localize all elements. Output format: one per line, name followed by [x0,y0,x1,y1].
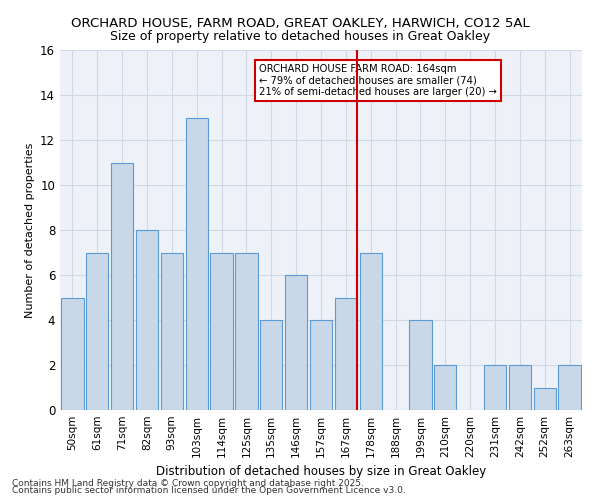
X-axis label: Distribution of detached houses by size in Great Oakley: Distribution of detached houses by size … [156,466,486,478]
Bar [559,365,581,410]
Text: ORCHARD HOUSE FARM ROAD: 164sqm
← 79% of detached houses are smaller (74)
21% of: ORCHARD HOUSE FARM ROAD: 164sqm ← 79% of… [259,64,497,96]
Bar [484,365,506,410]
Bar [61,298,83,410]
Text: ORCHARD HOUSE, FARM ROAD, GREAT OAKLEY, HARWICH, CO12 5AL: ORCHARD HOUSE, FARM ROAD, GREAT OAKLEY, … [71,18,529,30]
Bar [359,252,382,410]
Text: Size of property relative to detached houses in Great Oakley: Size of property relative to detached ho… [110,30,490,43]
Bar [111,162,133,410]
Bar [409,320,431,410]
Bar [185,118,208,410]
Bar [285,275,307,410]
Bar [310,320,332,410]
Bar [161,252,183,410]
Bar [260,320,283,410]
Bar [86,252,109,410]
Bar [335,298,357,410]
Text: Contains public sector information licensed under the Open Government Licence v3: Contains public sector information licen… [12,486,406,495]
Bar [434,365,457,410]
Bar [509,365,531,410]
Bar [235,252,257,410]
Bar [211,252,233,410]
Bar [136,230,158,410]
Bar [533,388,556,410]
Y-axis label: Number of detached properties: Number of detached properties [25,142,35,318]
Text: Contains HM Land Registry data © Crown copyright and database right 2025.: Contains HM Land Registry data © Crown c… [12,478,364,488]
